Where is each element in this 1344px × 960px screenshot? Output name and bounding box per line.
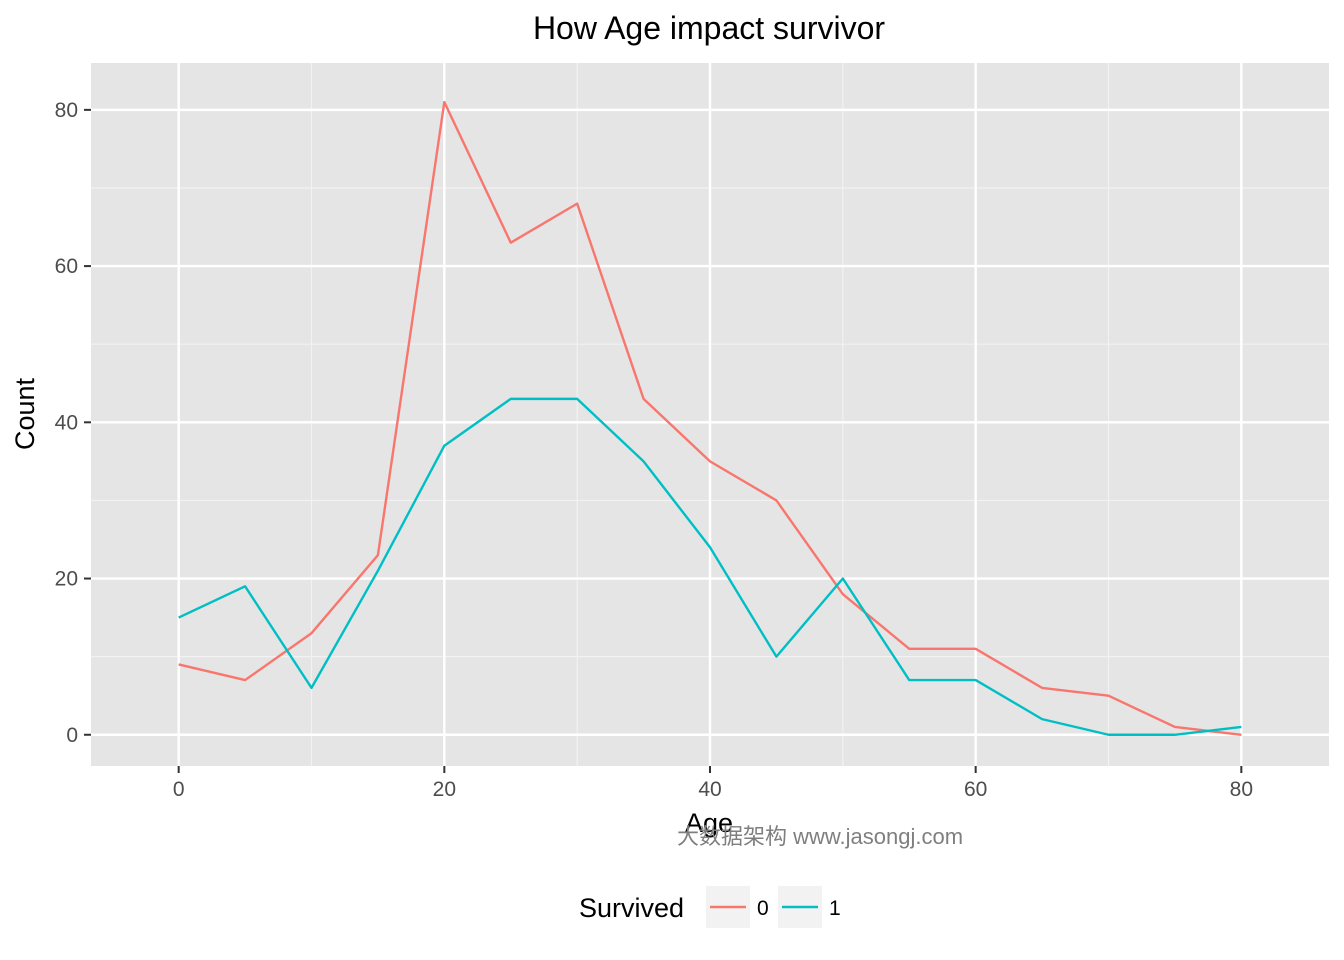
y-tick-label: 80: [55, 99, 78, 122]
series-lines: [178, 100, 1242, 736]
y-tick-label: 0: [66, 724, 78, 747]
series-line-1: [178, 397, 1242, 736]
y-axis-title: Count: [10, 377, 40, 450]
x-tick-label: 20: [433, 778, 456, 801]
x-tick-label: 0: [173, 778, 185, 801]
legend-label-0: 0: [757, 897, 769, 920]
x-axis-title: Age: [685, 808, 733, 838]
axis-ticks: [84, 108, 1243, 773]
watermark-text: 大数据架构 www.jasongj.com: [677, 824, 963, 849]
series-line-0: [178, 100, 1242, 736]
y-tick-label: 20: [55, 568, 78, 591]
x-tick-label: 40: [698, 778, 721, 801]
x-tick-label: 60: [964, 778, 987, 801]
chart-title: How Age impact survivor: [533, 10, 885, 46]
legend-title: Survived: [579, 893, 684, 923]
y-tick-label: 40: [55, 411, 78, 434]
x-tick-label: 80: [1230, 778, 1253, 801]
legend-label-1: 1: [829, 897, 841, 920]
grid-lines: [91, 63, 1329, 766]
y-tick-label: 60: [55, 255, 78, 278]
tick-labels: 0 20 40 60 80 0 20 40 60 80: [55, 99, 1253, 801]
